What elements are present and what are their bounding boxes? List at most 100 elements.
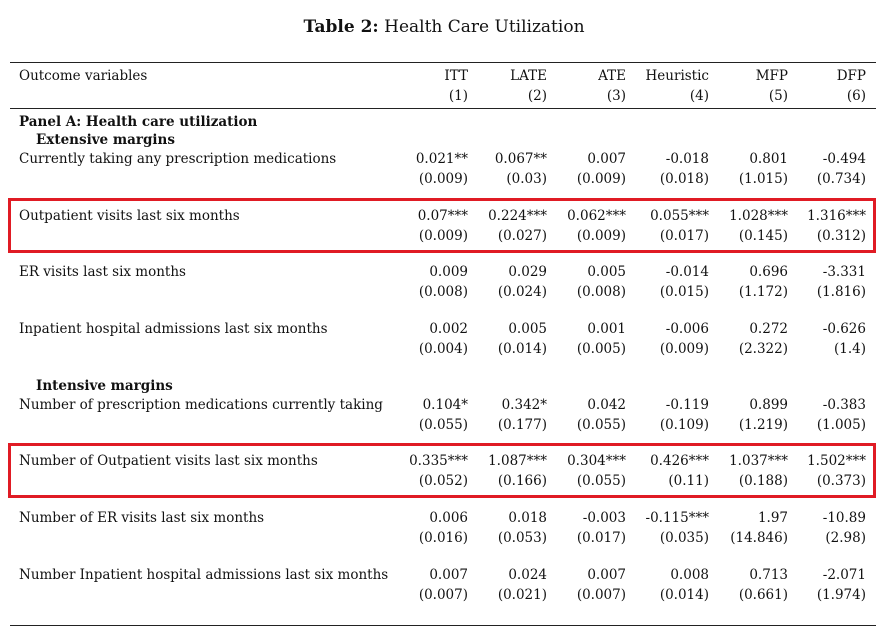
highlight-box: [8, 443, 876, 498]
header-col-3-number: (3): [606, 88, 626, 104]
standard-error-cell: (0.734): [816, 171, 866, 187]
coefficient-cell: 0.224***: [488, 208, 547, 224]
standard-error-cell: (0.027): [497, 228, 547, 244]
coefficient-cell: 0.696: [749, 264, 788, 280]
extensive-margins-heading: Extensive margins: [36, 132, 175, 148]
standard-error-cell: (2.322): [738, 341, 788, 357]
header-col-3-name: ATE: [598, 68, 626, 84]
standard-error-cell: (1.219): [738, 417, 788, 433]
coefficient-cell: 0.009: [429, 264, 468, 280]
standard-error-cell: (0.166): [497, 473, 547, 489]
coefficient-cell: 0.007: [587, 567, 626, 583]
standard-error-cell: (0.017): [576, 530, 626, 546]
table-caption: Table 2: Health Care Utilization: [0, 17, 888, 37]
standard-error-cell: (0.009): [576, 171, 626, 187]
coefficient-cell: -0.383: [822, 397, 866, 413]
standard-error-cell: (0.312): [816, 228, 866, 244]
header-stub: Outcome variables: [19, 68, 148, 84]
header-rule: [10, 108, 876, 109]
coefficient-cell: 0.007: [587, 151, 626, 167]
coefficient-cell: 0.002: [429, 321, 468, 337]
coefficient-cell: 0.055***: [650, 208, 709, 224]
standard-error-cell: (1.172): [738, 284, 788, 300]
coefficient-cell: 0.008: [670, 567, 709, 583]
row-label: Number of ER visits last six months: [19, 510, 265, 526]
coefficient-cell: 0.007: [429, 567, 468, 583]
coefficient-cell: 0.001: [587, 321, 626, 337]
coefficient-cell: 0.005: [508, 321, 547, 337]
coefficient-cell: -0.626: [822, 321, 866, 337]
standard-error-cell: (0.018): [659, 171, 709, 187]
standard-error-cell: (0.014): [659, 587, 709, 603]
standard-error-cell: (0.109): [659, 417, 709, 433]
standard-error-cell: (0.055): [576, 473, 626, 489]
standard-error-cell: (0.035): [659, 530, 709, 546]
coefficient-cell: -0.018: [665, 151, 709, 167]
standard-error-cell: (0.016): [418, 530, 468, 546]
coefficient-cell: -0.119: [665, 397, 709, 413]
row-label: ER visits last six months: [19, 264, 186, 280]
standard-error-cell: (0.052): [418, 473, 468, 489]
coefficient-cell: 0.426***: [650, 453, 709, 469]
highlight-box: [8, 198, 876, 253]
header-col-5-name: MFP: [755, 68, 788, 84]
standard-error-cell: (0.661): [738, 587, 788, 603]
header-col-4-number: (4): [689, 88, 709, 104]
standard-error-cell: (1.4): [833, 341, 866, 357]
coefficient-cell: 0.342*: [501, 397, 547, 413]
coefficient-cell: 0.024: [508, 567, 547, 583]
header-col-5-number: (5): [768, 88, 788, 104]
coefficient-cell: -0.003: [582, 510, 626, 526]
table-caption-label: Table 2:: [303, 17, 379, 37]
row-label: Inpatient hospital admissions last six m…: [19, 321, 328, 337]
standard-error-cell: (0.008): [418, 284, 468, 300]
coefficient-cell: -10.89: [822, 510, 866, 526]
row-label: Number Inpatient hospital admissions las…: [19, 567, 389, 583]
standard-error-cell: (1.974): [816, 587, 866, 603]
standard-error-cell: (0.017): [659, 228, 709, 244]
coefficient-cell: 0.006: [429, 510, 468, 526]
table-caption-title: Health Care Utilization: [384, 17, 585, 37]
row-label: Number of Outpatient visits last six mon…: [19, 453, 318, 469]
coefficient-cell: 0.104*: [422, 397, 468, 413]
standard-error-cell: (0.014): [497, 341, 547, 357]
standard-error-cell: (0.053): [497, 530, 547, 546]
coefficient-cell: 0.07***: [417, 208, 468, 224]
standard-error-cell: (2.98): [825, 530, 866, 546]
standard-error-cell: (0.11): [668, 473, 709, 489]
bottom-rule: [10, 625, 876, 626]
panel-a-title: Panel A: Health care utilization: [19, 114, 258, 130]
coefficient-cell: 1.502***: [807, 453, 866, 469]
header-col-1-name: ITT: [444, 68, 468, 84]
standard-error-cell: (0.024): [497, 284, 547, 300]
standard-error-cell: (0.177): [497, 417, 547, 433]
standard-error-cell: (0.009): [576, 228, 626, 244]
coefficient-cell: 0.713: [749, 567, 788, 583]
standard-error-cell: (0.021): [497, 587, 547, 603]
coefficient-cell: 1.97: [757, 510, 788, 526]
coefficient-cell: -3.331: [822, 264, 866, 280]
coefficient-cell: 0.018: [508, 510, 547, 526]
coefficient-cell: 0.005: [587, 264, 626, 280]
coefficient-cell: 1.316***: [807, 208, 866, 224]
coefficient-cell: -0.494: [822, 151, 866, 167]
header-col-2-name: LATE: [510, 68, 547, 84]
standard-error-cell: (0.005): [576, 341, 626, 357]
standard-error-cell: (1.005): [816, 417, 866, 433]
standard-error-cell: (0.03): [506, 171, 547, 187]
coefficient-cell: 1.037***: [729, 453, 788, 469]
standard-error-cell: (0.007): [576, 587, 626, 603]
header-col-1-number: (1): [448, 88, 468, 104]
header-col-6-number: (6): [846, 88, 866, 104]
row-label: Number of prescription medications curre…: [19, 397, 383, 413]
coefficient-cell: 0.899: [749, 397, 788, 413]
coefficient-cell: 1.028***: [729, 208, 788, 224]
coefficient-cell: 0.335***: [409, 453, 468, 469]
coefficient-cell: -0.115***: [645, 510, 709, 526]
standard-error-cell: (0.008): [576, 284, 626, 300]
coefficient-cell: 0.272: [749, 321, 788, 337]
standard-error-cell: (0.009): [659, 341, 709, 357]
standard-error-cell: (0.009): [418, 228, 468, 244]
standard-error-cell: (0.015): [659, 284, 709, 300]
coefficient-cell: -0.014: [665, 264, 709, 280]
